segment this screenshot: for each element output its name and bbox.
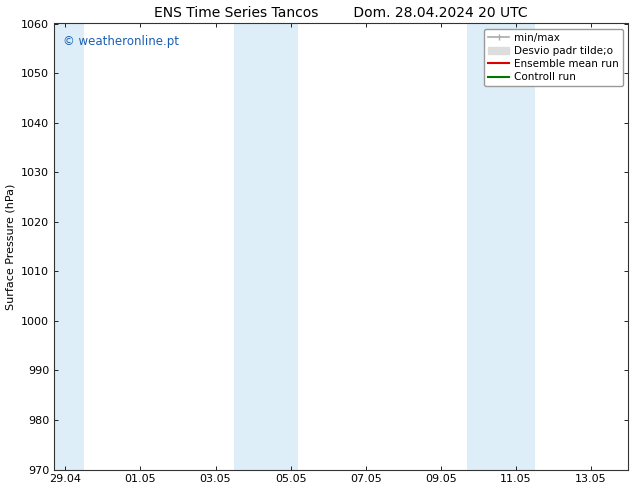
Legend: min/max, Desvio padr tilde;o, Ensemble mean run, Controll run: min/max, Desvio padr tilde;o, Ensemble m… — [484, 29, 623, 86]
Bar — [54, 24, 84, 469]
Title: ENS Time Series Tancos        Dom. 28.04.2024 20 UTC: ENS Time Series Tancos Dom. 28.04.2024 2… — [155, 5, 528, 20]
Y-axis label: Surface Pressure (hPa): Surface Pressure (hPa) — [6, 183, 16, 310]
Bar — [467, 24, 534, 469]
Bar — [235, 24, 298, 469]
Text: © weatheronline.pt: © weatheronline.pt — [63, 35, 179, 48]
